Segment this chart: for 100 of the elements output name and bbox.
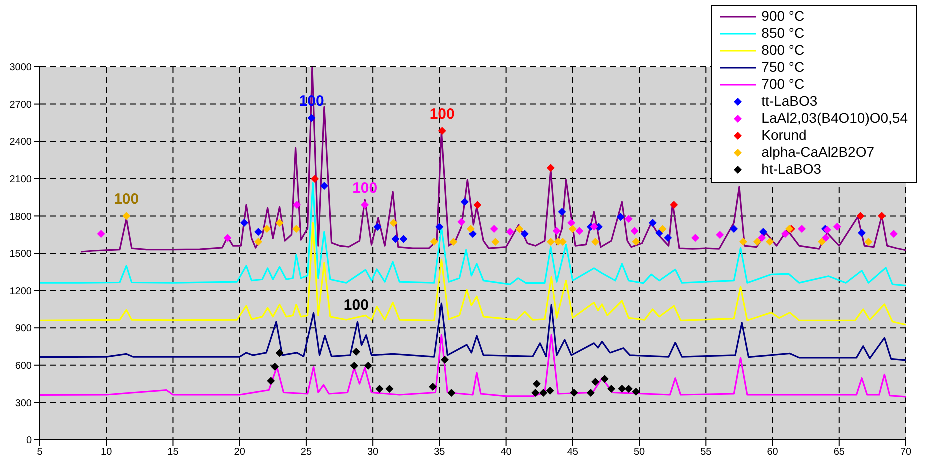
x-tick-label: 35 (434, 447, 446, 458)
point (400, 235, 408, 244)
legend-label: 700 °C (762, 76, 805, 93)
point (730, 225, 738, 234)
point (798, 225, 806, 234)
point (520, 230, 529, 238)
point (858, 229, 866, 238)
legend-label: ht-LaBO3 (762, 161, 822, 178)
point (576, 227, 584, 236)
point (648, 219, 657, 228)
x-tick-label: 25 (300, 447, 312, 458)
point (532, 380, 541, 388)
point (436, 223, 444, 232)
point (616, 213, 625, 222)
point (352, 348, 360, 356)
y-tick-label: 2100 (10, 174, 32, 186)
point (546, 238, 555, 246)
point (608, 385, 616, 394)
legend-label: 750 °C (762, 59, 805, 76)
legend-label: Korund (762, 127, 807, 144)
point (624, 385, 633, 394)
point (364, 362, 372, 370)
point (492, 238, 500, 246)
point (448, 389, 456, 397)
point (833, 223, 842, 232)
point (546, 387, 554, 396)
point (759, 228, 768, 236)
point (758, 234, 766, 242)
point (376, 385, 384, 394)
point (361, 201, 370, 210)
y-tick-label: 300 (15, 398, 32, 410)
point (592, 238, 600, 246)
line-series (40, 222, 906, 326)
point (392, 235, 400, 244)
legend-label: 900 °C (762, 8, 805, 25)
point (254, 228, 262, 236)
point (311, 175, 320, 184)
x-tick-label: 10 (101, 447, 113, 458)
x-tick-label: 65 (834, 447, 846, 458)
point (856, 212, 865, 220)
point (632, 388, 640, 396)
point (97, 230, 106, 238)
legend-label: alpha-CaAl2B2O7 (762, 144, 875, 161)
point (546, 164, 555, 172)
y-tick-label: 3000 (10, 62, 32, 74)
point (276, 219, 284, 228)
point (592, 378, 600, 386)
x-tick-label: 20 (234, 447, 246, 458)
point (781, 230, 790, 238)
annotation: 100 (352, 180, 378, 198)
x-tick-label: 50 (634, 447, 646, 458)
x-tick-label: 40 (500, 447, 512, 458)
point (458, 218, 466, 226)
point (450, 238, 458, 246)
point (122, 212, 131, 220)
point (632, 238, 640, 246)
point (267, 377, 276, 386)
point (308, 114, 316, 122)
point (766, 238, 774, 246)
y-tick-label: 600 (15, 360, 32, 372)
y-tick-label: 1200 (10, 286, 32, 298)
point (552, 227, 561, 236)
legend-label: tt-LaBO3 (762, 93, 818, 110)
annotation: 100 (430, 106, 455, 124)
point (656, 229, 664, 238)
point (474, 201, 482, 210)
point (390, 219, 398, 228)
point (292, 225, 300, 234)
point (753, 238, 762, 246)
point (350, 362, 358, 370)
point (461, 198, 470, 206)
point (293, 201, 302, 210)
point (558, 208, 566, 216)
point (586, 389, 595, 397)
point (441, 356, 450, 364)
legend-label: LaAl2,03(B4O10)O0,54 (762, 110, 908, 127)
x-tick-label: 70 (900, 447, 912, 458)
point (600, 375, 609, 384)
point (691, 234, 700, 242)
point (822, 234, 830, 242)
x-tick-label: 5 (37, 447, 44, 458)
x-tick-label: 45 (567, 447, 579, 458)
x-tick-label: 60 (767, 447, 779, 458)
point (878, 212, 886, 220)
point (618, 385, 626, 394)
point (263, 225, 272, 234)
point (670, 201, 678, 210)
point (271, 363, 280, 372)
point (739, 238, 748, 246)
point (438, 127, 446, 136)
y-tick-label: 1500 (10, 249, 32, 260)
point (374, 223, 382, 232)
point (490, 225, 498, 234)
y-tick-label: 2700 (10, 100, 32, 111)
point (386, 385, 394, 394)
point (664, 234, 672, 242)
y-tick-label: 2400 (10, 137, 32, 148)
point (864, 238, 873, 246)
y-tick-label: 1800 (10, 212, 32, 223)
y-tick-label: 900 (15, 324, 32, 335)
